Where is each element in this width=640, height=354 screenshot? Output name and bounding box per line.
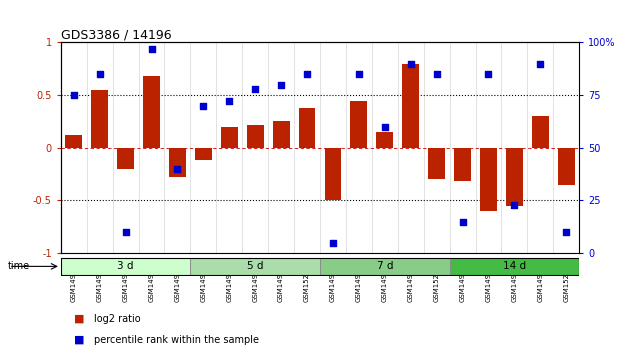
- Text: 14 d: 14 d: [503, 261, 526, 272]
- Point: [535, 61, 545, 67]
- Text: time: time: [8, 261, 30, 272]
- Bar: [506, 148, 523, 206]
- Bar: [169, 148, 186, 177]
- Point: [561, 229, 572, 235]
- Point: [328, 240, 338, 245]
- Text: percentile rank within the sample: percentile rank within the sample: [94, 335, 259, 345]
- Bar: [454, 148, 471, 182]
- Point: [147, 46, 157, 52]
- Text: 5 d: 5 d: [247, 261, 264, 272]
- Point: [120, 229, 131, 235]
- Bar: [324, 148, 341, 200]
- Text: 7 d: 7 d: [376, 261, 393, 272]
- Bar: [502, 42, 527, 253]
- Point: [302, 71, 312, 77]
- Point: [250, 86, 260, 92]
- Bar: [294, 42, 320, 253]
- Bar: [243, 42, 268, 253]
- Point: [458, 219, 468, 224]
- Bar: [61, 42, 87, 253]
- Bar: [476, 42, 502, 253]
- Bar: [398, 42, 424, 253]
- Bar: [247, 125, 264, 148]
- Point: [354, 71, 364, 77]
- Bar: [164, 42, 191, 253]
- Text: GDS3386 / 14196: GDS3386 / 14196: [61, 28, 172, 41]
- Bar: [351, 102, 367, 148]
- Bar: [346, 42, 372, 253]
- Bar: [532, 116, 548, 148]
- Bar: [450, 42, 476, 253]
- Point: [406, 61, 416, 67]
- Bar: [320, 42, 346, 253]
- Point: [276, 82, 286, 87]
- Text: ■: ■: [74, 314, 84, 324]
- Text: ■: ■: [74, 335, 84, 345]
- Point: [198, 103, 209, 109]
- Point: [95, 71, 105, 77]
- Bar: [403, 64, 419, 148]
- Bar: [320, 258, 450, 275]
- Bar: [113, 42, 139, 253]
- Bar: [139, 42, 164, 253]
- Bar: [273, 121, 289, 148]
- Bar: [428, 148, 445, 179]
- Bar: [117, 148, 134, 169]
- Bar: [450, 258, 579, 275]
- Text: 3 d: 3 d: [117, 261, 134, 272]
- Bar: [372, 42, 398, 253]
- Bar: [527, 42, 554, 253]
- Bar: [191, 258, 320, 275]
- Bar: [554, 42, 579, 253]
- Bar: [299, 108, 316, 148]
- Point: [380, 124, 390, 130]
- Point: [431, 71, 442, 77]
- Bar: [191, 42, 216, 253]
- Point: [483, 71, 493, 77]
- Point: [68, 92, 79, 98]
- Bar: [268, 42, 294, 253]
- Bar: [87, 42, 113, 253]
- Bar: [216, 42, 243, 253]
- Point: [509, 202, 520, 207]
- Bar: [195, 148, 212, 160]
- Point: [172, 166, 182, 172]
- Bar: [376, 132, 393, 148]
- Bar: [558, 148, 575, 185]
- Bar: [92, 90, 108, 148]
- Bar: [65, 135, 82, 148]
- Bar: [424, 42, 450, 253]
- Bar: [143, 76, 160, 148]
- Bar: [61, 258, 191, 275]
- Bar: [221, 127, 237, 148]
- Point: [224, 99, 234, 104]
- Text: log2 ratio: log2 ratio: [94, 314, 141, 324]
- Bar: [480, 148, 497, 211]
